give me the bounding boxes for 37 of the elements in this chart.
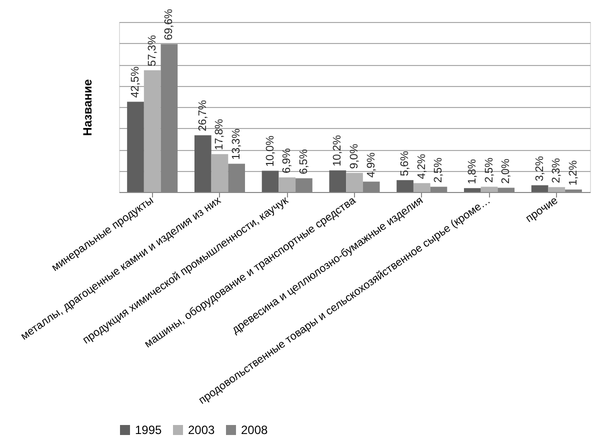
legend-label: 1995	[135, 423, 162, 437]
legend-label: 2003	[188, 423, 216, 437]
data-label: 69,6%	[163, 8, 176, 40]
data-label: 17,8%	[214, 118, 226, 150]
bar	[531, 185, 548, 192]
data-label: 57,3%	[146, 34, 158, 66]
bar	[127, 102, 144, 192]
bar	[464, 188, 481, 192]
data-label: 6,9%	[281, 148, 294, 174]
bar	[262, 170, 279, 192]
data-label: 1,2%	[567, 160, 580, 186]
bar	[480, 186, 498, 192]
bar	[413, 183, 430, 192]
data-label: 10,2%	[332, 134, 344, 166]
data-label: 2,0%	[500, 158, 512, 184]
y-axis-title: Название	[80, 78, 94, 136]
data-label: 1,8%	[466, 158, 478, 184]
data-label: 2,3%	[550, 158, 563, 184]
data-label: 26,7%	[196, 100, 209, 132]
data-label: 6,5%	[298, 148, 310, 174]
bar	[329, 170, 346, 192]
bar	[211, 154, 228, 192]
bar	[194, 135, 212, 192]
bar	[278, 177, 296, 192]
data-label: 4,9%	[365, 152, 378, 178]
data-label: 2,5%	[432, 157, 445, 183]
data-label: 3,2%	[534, 156, 546, 182]
data-label: 42,5%	[130, 66, 142, 98]
bar	[548, 187, 566, 192]
data-label: 5,6%	[399, 150, 412, 176]
data-label: 4,2%	[416, 154, 428, 180]
data-label: 2,5%	[483, 157, 496, 183]
legend-label: 2008	[241, 423, 268, 437]
data-label: 13,3%	[230, 128, 243, 160]
data-label: 9,0%	[348, 144, 360, 169]
bar	[396, 180, 414, 192]
data-label: 10,0%	[264, 135, 276, 167]
